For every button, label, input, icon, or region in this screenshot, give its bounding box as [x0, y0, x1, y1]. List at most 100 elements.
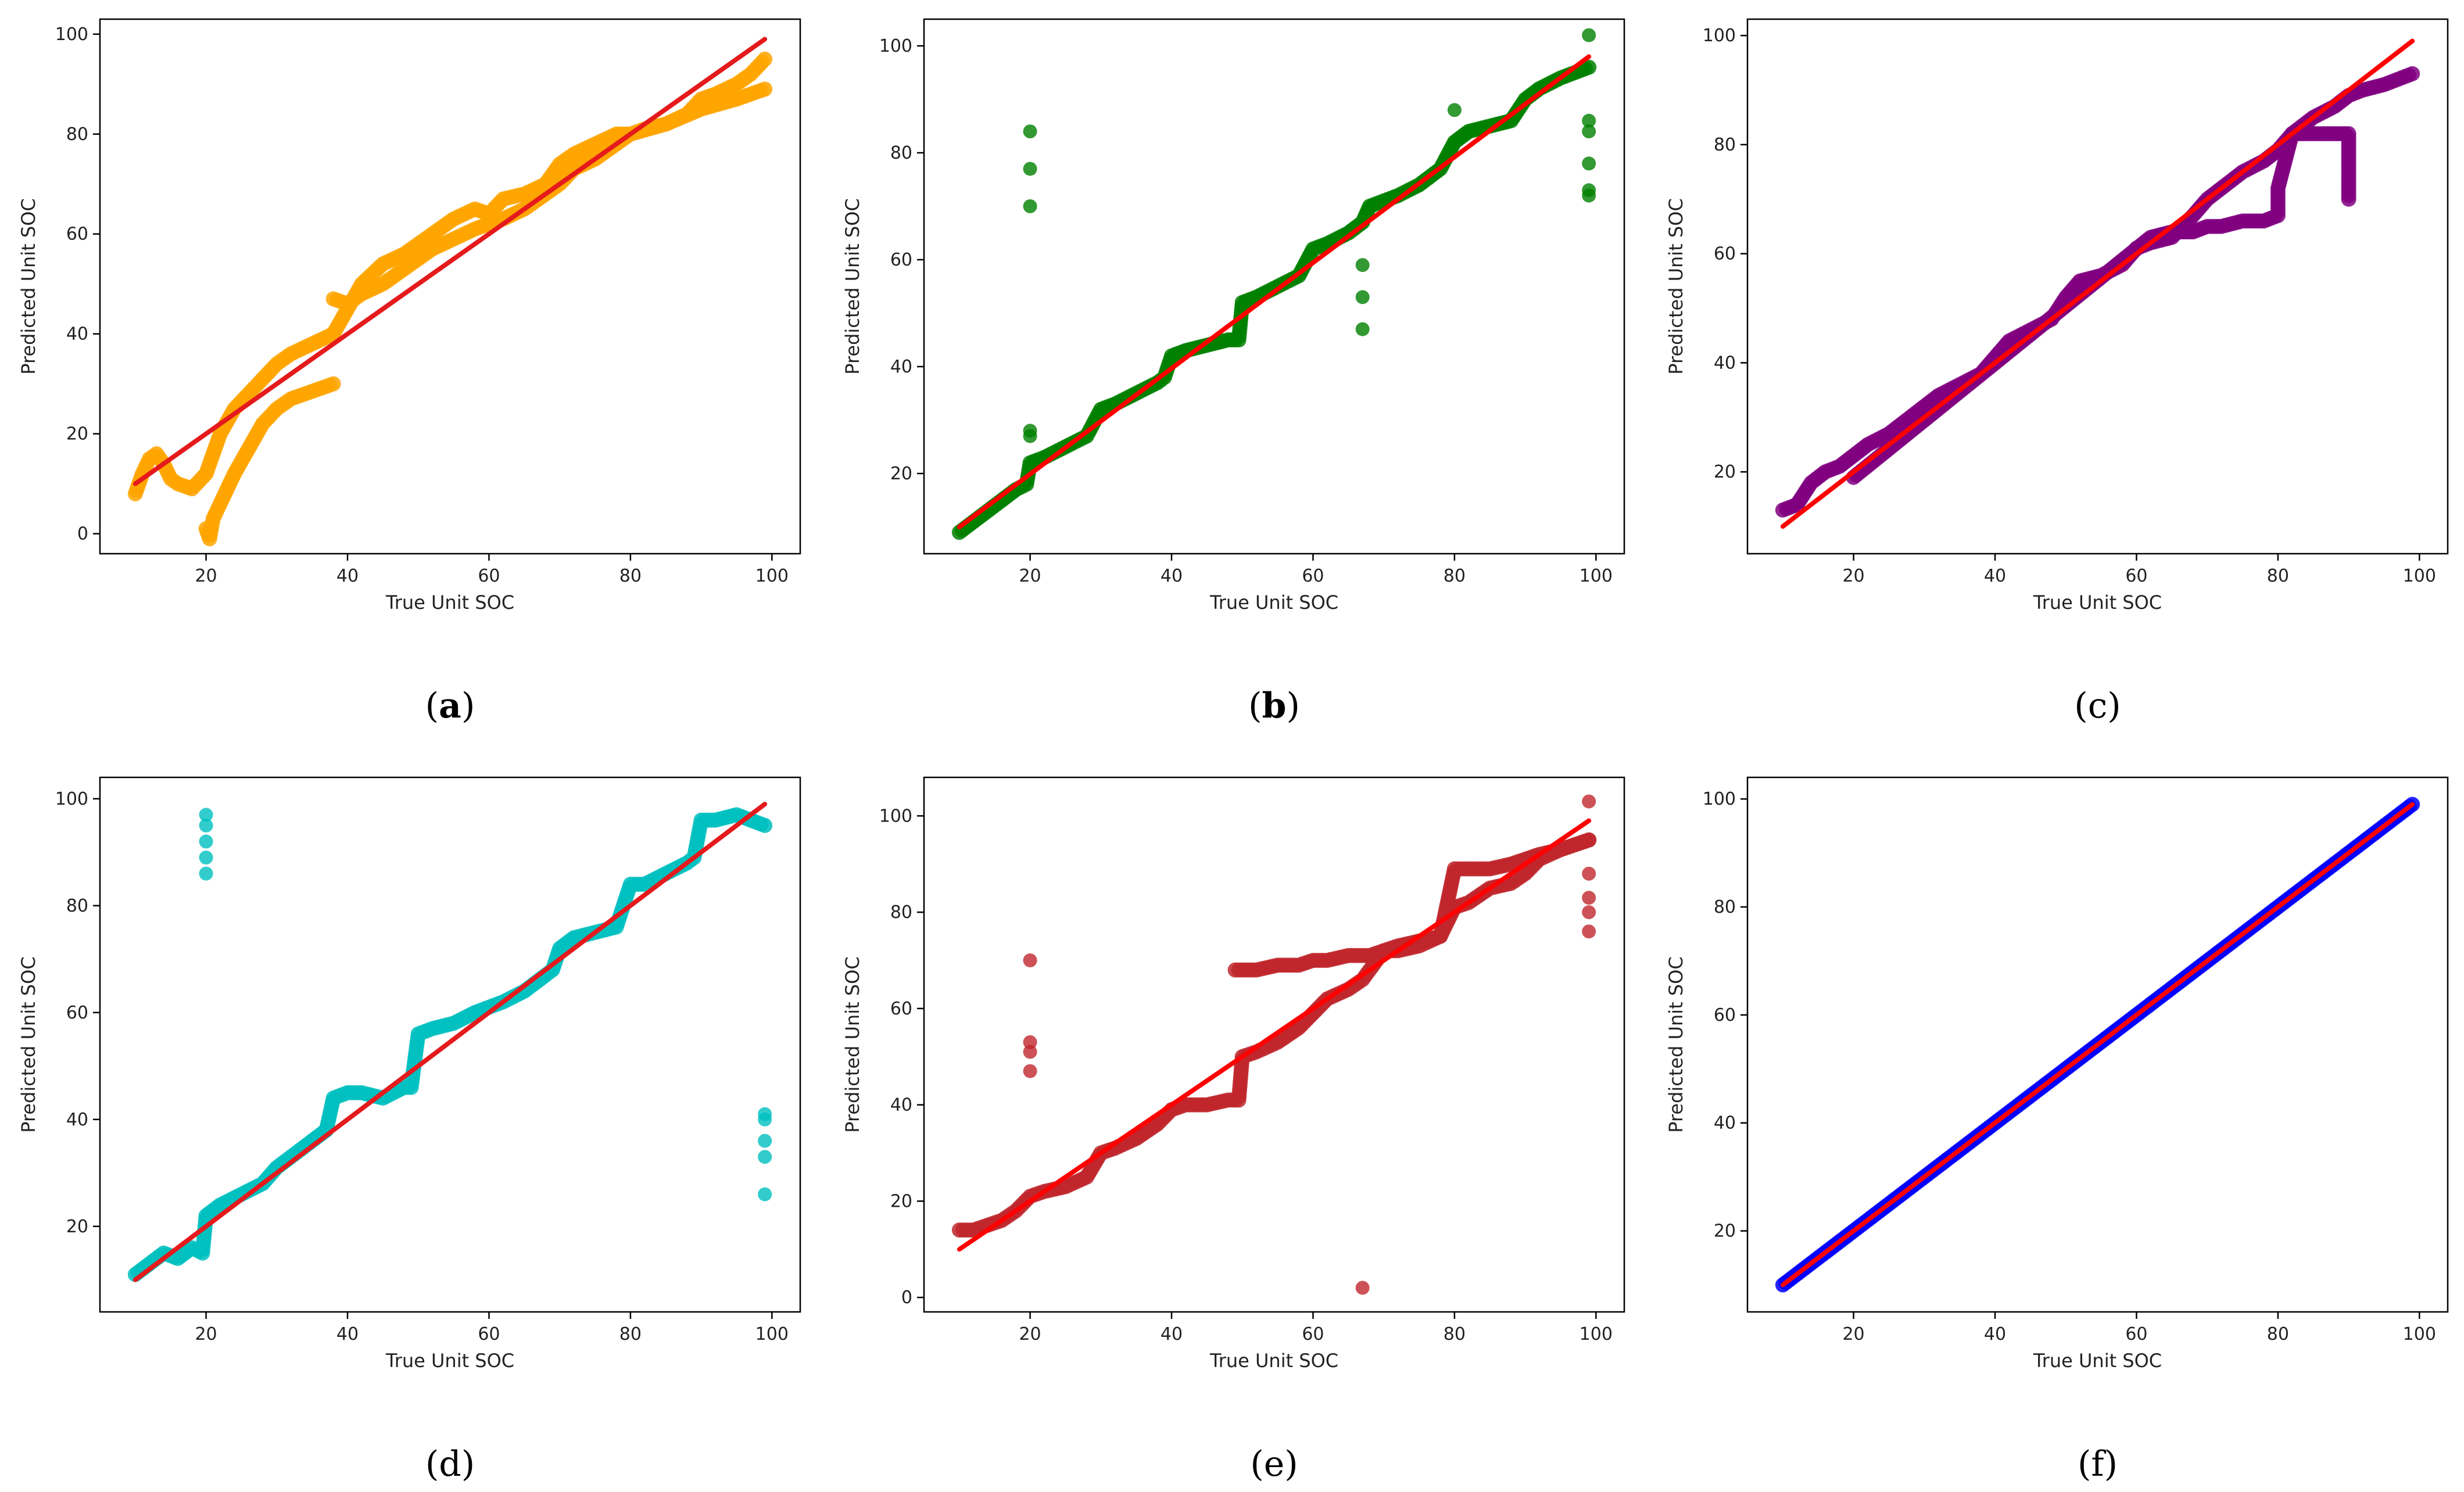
data-point	[2341, 191, 2356, 207]
data-point	[1023, 1045, 1037, 1059]
panel-caption: (f)	[2078, 1444, 2118, 1484]
y-tick-label: 80	[66, 896, 88, 916]
y-tick-label: 20	[1714, 462, 1736, 482]
x-tick-label: 20	[195, 566, 217, 586]
x-tick-label: 20	[1842, 566, 1864, 586]
panel-c: 20 40 60 80 100 20 40 60 80 100 True Unit SOC Predi…	[1665, 18, 2449, 726]
y-tick-label: 40	[890, 357, 912, 377]
data-point	[1582, 188, 1596, 203]
data-point	[1581, 59, 1597, 75]
panel-d: 20 40 60 80 100 20 40 60 80 100 True Unit SOC Predi…	[17, 776, 801, 1484]
x-tick-label: 60	[1302, 1324, 1324, 1344]
y-axis-label: Predicted Unit SOC	[17, 956, 40, 1133]
x-tick-label: 100	[1580, 1324, 1613, 1344]
y-tick-label: 40	[66, 1110, 88, 1130]
x-tick-label: 80	[2267, 1324, 2289, 1344]
panel-e: 20 40 60 80 100 0 20 40 60 80 100 True Unit SOC Pred…	[841, 776, 1625, 1484]
panel-letter: b	[1262, 686, 1287, 726]
y-axis-label: Predicted Unit SOC	[841, 956, 864, 1133]
axes-frame	[1746, 18, 2449, 555]
x-axis-label: True Unit SOC	[2033, 1350, 2162, 1372]
panel-caption: (d)	[425, 1444, 475, 1484]
axes-frame	[99, 18, 801, 555]
x-axis-label: True Unit SOC	[385, 1350, 514, 1372]
y-tick-label: 40	[890, 1095, 912, 1116]
data-point	[1023, 124, 1037, 139]
scatter-points-c	[1775, 66, 2420, 518]
panel-b: 20 40 60 80 100 20 40 60 80 100 True Unit SOC Predi…	[841, 18, 1625, 726]
fit-line	[1780, 802, 2415, 1287]
fit-line	[132, 802, 768, 1282]
data-point	[758, 1134, 772, 1148]
scatter-points-a	[127, 51, 773, 547]
y-tick-label: 20	[66, 1217, 88, 1237]
data-point	[1582, 794, 1596, 809]
fit-line	[957, 54, 1592, 529]
data-point	[325, 376, 341, 392]
data-point	[199, 866, 213, 881]
y-tick-label: 20	[66, 424, 88, 444]
axes-frame	[99, 776, 801, 1313]
y-tick-label: 100	[1703, 789, 1736, 809]
x-tick-label: 80	[619, 1324, 642, 1344]
panel-caption: (e)	[1250, 1444, 1298, 1484]
x-tick-label: 60	[2125, 566, 2147, 586]
data-point	[1023, 953, 1037, 967]
y-tick-label: 60	[66, 1003, 88, 1023]
panel-letter: c	[2088, 686, 2108, 726]
y-tick-label: 80	[1714, 897, 1736, 917]
x-axis-label: True Unit SOC	[1209, 591, 1338, 614]
data-point	[1582, 866, 1596, 881]
data-point	[1582, 113, 1596, 128]
fit-line	[957, 818, 1592, 1252]
x-tick-label: 60	[478, 1324, 500, 1344]
data-point	[199, 808, 213, 822]
y-tick-label: 100	[879, 806, 912, 826]
data-point	[199, 834, 213, 849]
x-tick-label: 40	[1161, 1324, 1183, 1344]
y-axis-label: Predicted Unit SOC	[17, 198, 40, 375]
y-tick-label: 100	[879, 36, 912, 56]
x-tick-label: 20	[1019, 1324, 1041, 1344]
x-tick-label: 80	[2267, 566, 2289, 586]
x-axis-label: True Unit SOC	[385, 591, 514, 614]
y-axis-label: Predicted Unit SOC	[841, 198, 864, 375]
x-axis-label: True Unit SOC	[2033, 591, 2162, 614]
data-point	[758, 1150, 772, 1164]
data-point	[1023, 1064, 1037, 1078]
y-tick-label: 20	[1714, 1221, 1736, 1242]
x-tick-label: 100	[1580, 566, 1613, 586]
y-tick-label: 20	[890, 464, 912, 484]
y-tick-label: 0	[77, 524, 88, 544]
x-tick-label: 20	[195, 1324, 217, 1344]
y-tick-label: 60	[1714, 1005, 1736, 1025]
data-point	[1582, 156, 1596, 171]
y-tick-label: 80	[66, 124, 88, 145]
panel-letter: e	[1264, 1444, 1285, 1484]
data-point	[1023, 162, 1037, 176]
axes-frame	[923, 18, 1625, 555]
data-point	[757, 81, 773, 97]
x-tick-label: 100	[2403, 566, 2436, 586]
x-tick-label: 40	[336, 1324, 359, 1344]
fit-line	[132, 37, 768, 486]
data-point	[1447, 103, 1462, 117]
data-point	[757, 817, 773, 833]
data-point	[1582, 28, 1596, 42]
data-point	[1355, 258, 1370, 272]
panel-letter: f	[2091, 1444, 2106, 1484]
data-point	[1582, 124, 1596, 139]
y-tick-label: 40	[1714, 353, 1736, 373]
data-point	[1023, 199, 1037, 213]
data-point	[199, 851, 213, 865]
y-tick-label: 40	[1714, 1113, 1736, 1134]
x-tick-label: 100	[755, 566, 789, 586]
y-tick-label: 100	[1703, 26, 1736, 46]
panel-a: 20 40 60 80 100 0 20 40 60 80 100 True Unit SOC Pred…	[17, 18, 801, 726]
x-tick-label: 60	[478, 566, 500, 586]
x-tick-label: 40	[1984, 566, 2006, 586]
x-tick-label: 20	[1842, 1324, 1864, 1344]
data-point	[2405, 66, 2420, 81]
panel-caption: (a)	[425, 686, 475, 726]
data-point	[1582, 891, 1596, 905]
